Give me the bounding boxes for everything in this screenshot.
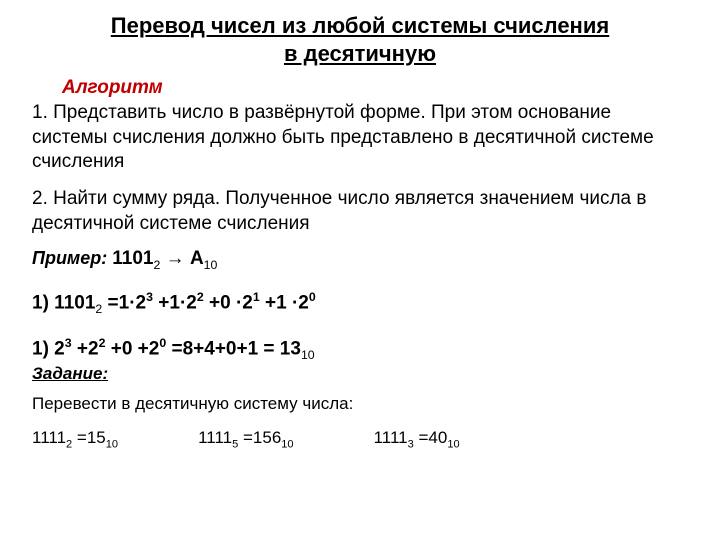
- answers-row: 11112 =1510 11115 =15610 11113 =4010: [32, 428, 688, 450]
- example-number: 11012 → A10: [112, 248, 217, 269]
- answer-3: 11113 =4010: [374, 428, 460, 450]
- answer-2: 11115 =15610: [198, 428, 294, 450]
- formula-expansion: 1) 11012 =1·23 +1·22 +0 ·21 +1 ·20: [32, 290, 688, 316]
- algorithm-heading: Алгоритм: [62, 77, 688, 99]
- task-label: Задание:: [32, 364, 688, 384]
- answer-1: 11112 =1510: [32, 428, 118, 450]
- task-text: Перевести в десятичную систему числа:: [32, 394, 688, 414]
- formula-sum: 1) 23 +22 +0 +20 =8+4+0+1 = 1310: [32, 336, 688, 362]
- step-2: 2. Найти сумму ряда. Полученное число яв…: [32, 187, 688, 236]
- step-1: 1. Представить число в развёрнутой форме…: [32, 101, 688, 175]
- title-line2: в десятичную: [284, 41, 436, 66]
- example-row: Пример: 11012 → A10: [32, 248, 688, 272]
- title-line1: Перевод чисел из любой системы счисления: [111, 13, 609, 38]
- page-title: Перевод чисел из любой системы счисления…: [32, 12, 688, 67]
- example-label: Пример:: [32, 248, 107, 268]
